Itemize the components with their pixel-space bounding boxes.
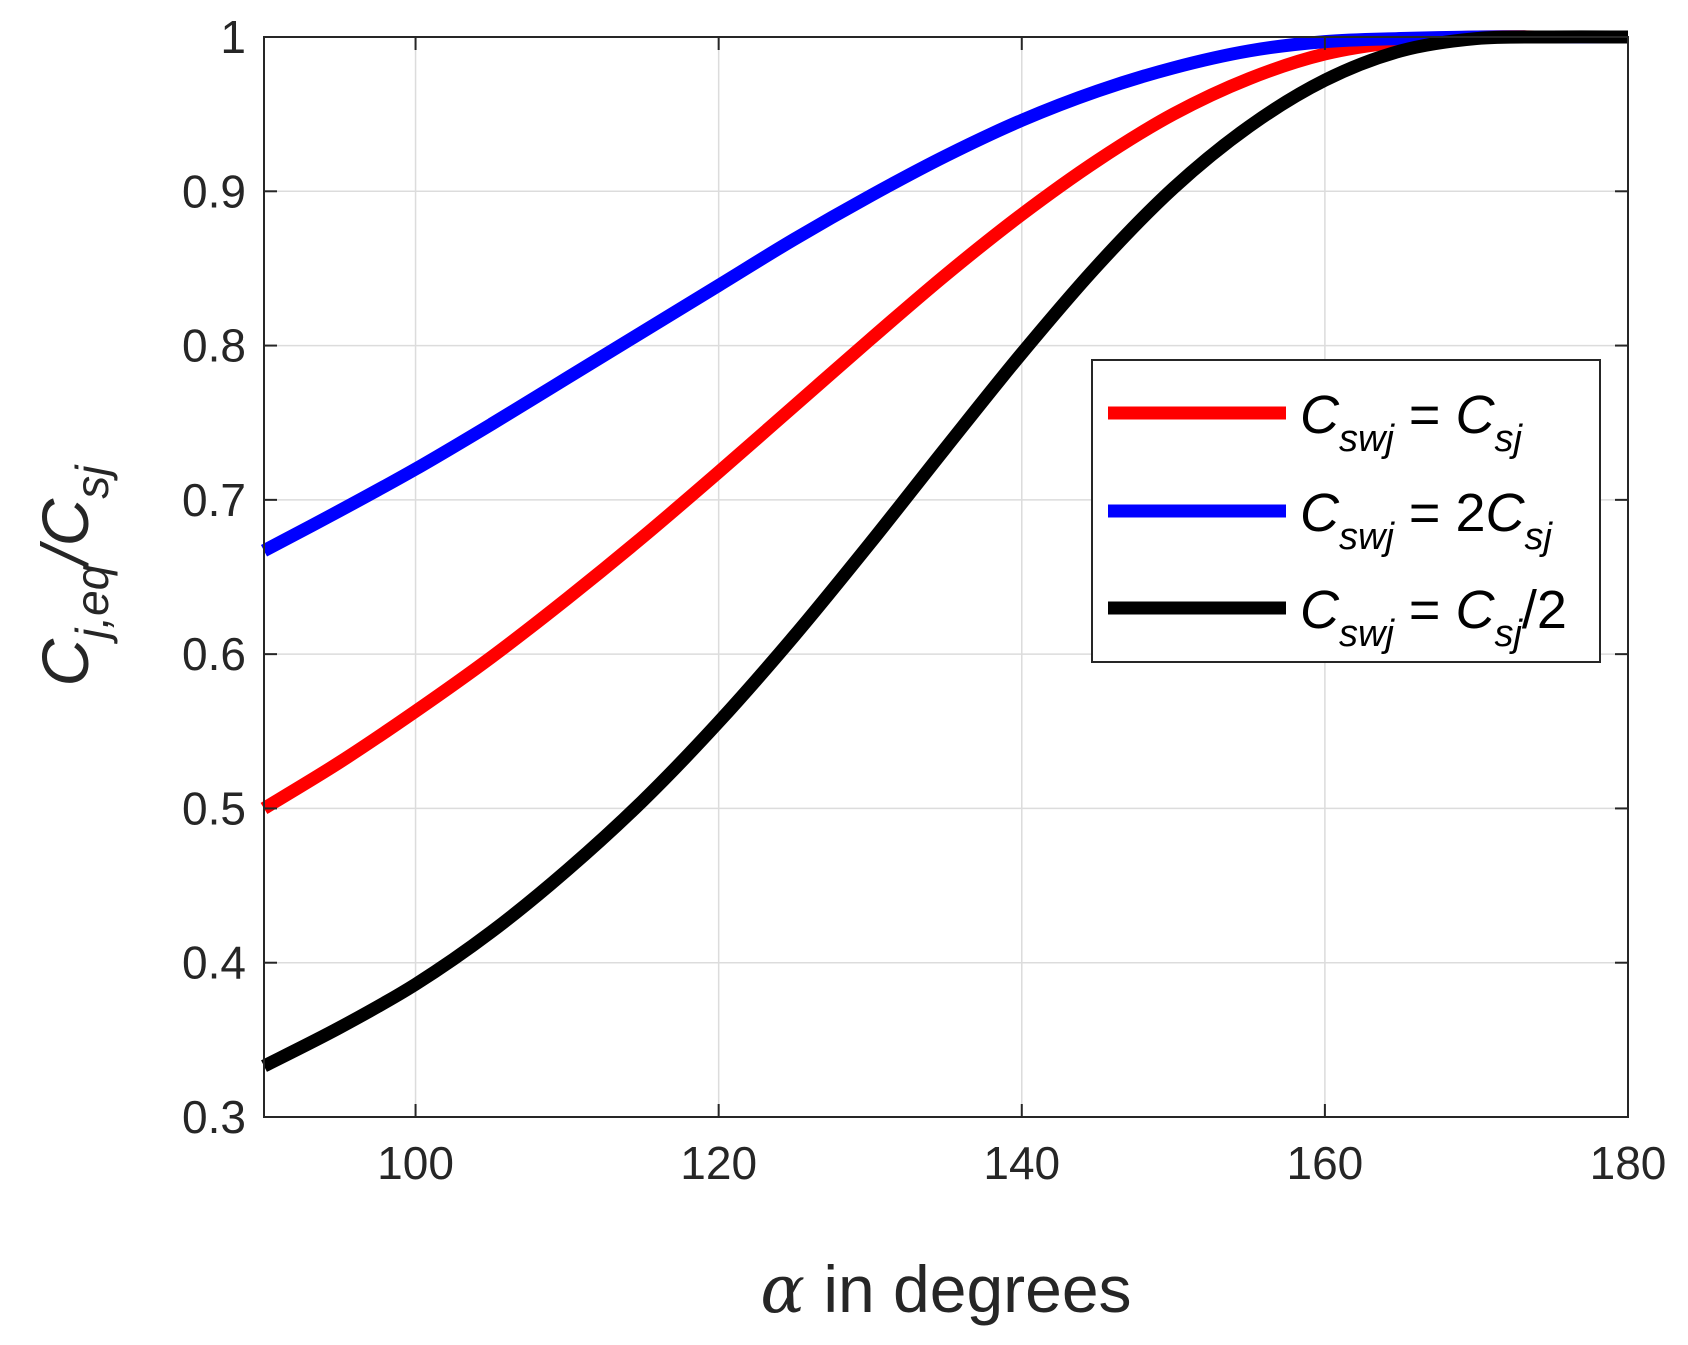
y-tick-label: 0.3 <box>182 1091 246 1143</box>
x-axis-label: α in degrees <box>760 1251 1131 1328</box>
x-tick-label: 160 <box>1287 1137 1364 1189</box>
y-tick-label: 0.4 <box>182 937 246 989</box>
legend-label-blue: Cswj = 2Csj <box>1300 483 1553 558</box>
y-tick-label: 0.9 <box>182 165 246 217</box>
legend-label-black: Cswj = Csj/2 <box>1300 580 1567 655</box>
axes-box <box>263 36 1629 1118</box>
legend: Cswj = Csj Cswj = 2Csj Cswj = Csj/2 <box>1091 359 1601 663</box>
y-tick-labels: 0.3 0.4 0.5 0.6 0.7 0.8 0.9 1 <box>182 11 246 1143</box>
x-tick-label: 100 <box>377 1137 454 1189</box>
y-tick-label: 1 <box>220 11 246 63</box>
x-tick-label: 180 <box>1590 1137 1667 1189</box>
ticks <box>264 36 1629 1118</box>
x-tick-label: 120 <box>680 1137 757 1189</box>
y-tick-label: 0.7 <box>182 474 246 526</box>
x-tick-labels: 100 120 140 160 180 <box>377 1137 1666 1189</box>
y-tick-label: 0.8 <box>182 320 246 372</box>
x-tick-label: 140 <box>983 1137 1060 1189</box>
series-line-blue <box>260 30 1628 557</box>
y-axis-label: Cj,eq/Csj <box>28 464 118 687</box>
y-tick-label: 0.6 <box>182 628 246 680</box>
legend-label-red: Cswj = Csj <box>1300 385 1523 460</box>
series-group <box>260 30 1629 1072</box>
series-line-black <box>261 30 1629 1072</box>
y-tick-label: 0.5 <box>182 782 246 834</box>
